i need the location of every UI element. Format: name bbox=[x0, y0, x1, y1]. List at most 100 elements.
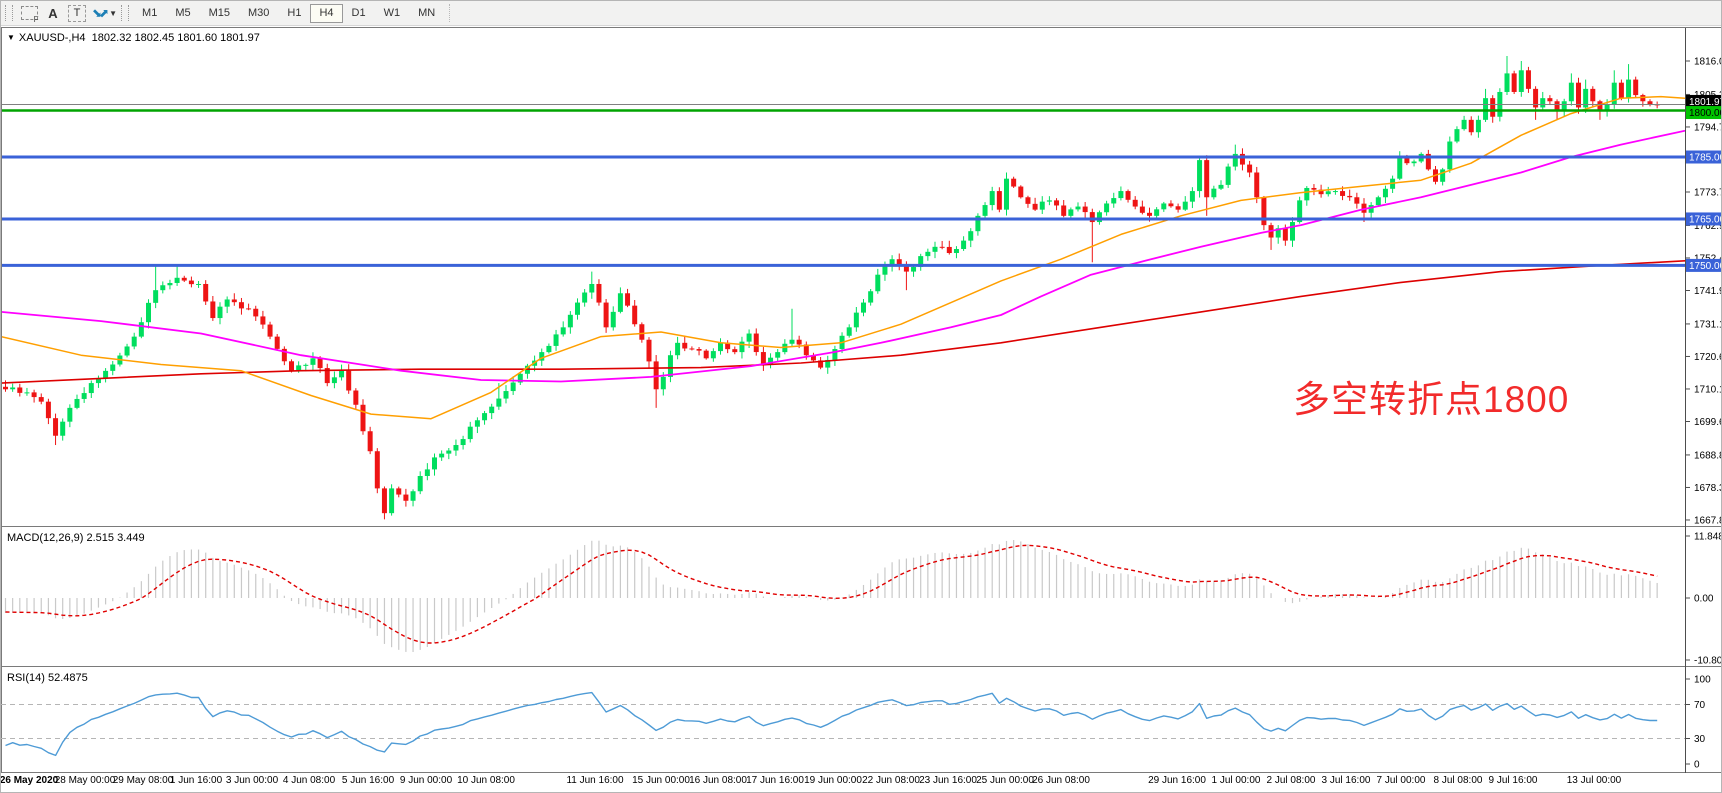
svg-text:1785.00: 1785.00 bbox=[1689, 153, 1722, 164]
svg-text:13 Jul 00:00: 13 Jul 00:00 bbox=[1567, 775, 1622, 786]
rsi-value: 52.4875 bbox=[47, 672, 88, 684]
level-badge-1750.00: 1750.00 bbox=[1686, 258, 1722, 272]
svg-text:25 Jun 00:00: 25 Jun 00:00 bbox=[976, 775, 1034, 786]
macd-indicator-label: MACD(12,26,9) 2.515 3.449 bbox=[7, 532, 145, 544]
svg-text:0: 0 bbox=[1694, 760, 1700, 771]
diagonal-arrows-icon: ⬊⬈ bbox=[92, 6, 109, 20]
svg-text:1741.90: 1741.90 bbox=[1694, 286, 1722, 297]
svg-text:1678.30: 1678.30 bbox=[1694, 483, 1722, 494]
svg-text:11 Jun 16:00: 11 Jun 16:00 bbox=[566, 775, 624, 786]
ma-fast-orange bbox=[1, 95, 1685, 420]
svg-text:0.00: 0.00 bbox=[1694, 594, 1714, 605]
svg-text:1762.90: 1762.90 bbox=[1694, 221, 1722, 232]
chart-symbol-period: XAUUSD-,H4 bbox=[18, 32, 86, 44]
dashed-frame-icon: F bbox=[20, 6, 39, 24]
svg-text:1731.10: 1731.10 bbox=[1694, 319, 1722, 330]
svg-text:3 Jul 16:00: 3 Jul 16:00 bbox=[1322, 775, 1371, 786]
timeframe-h1-button[interactable]: H1 bbox=[287, 6, 302, 19]
svg-text:1773.70: 1773.70 bbox=[1694, 188, 1722, 199]
cursor-mode-button[interactable]: ⬊⬈ ▼ bbox=[92, 4, 117, 22]
ma-slow-red bbox=[1, 260, 1685, 384]
svg-text:15 Jun 00:00: 15 Jun 00:00 bbox=[632, 775, 690, 786]
rsi-indicator-label: RSI(14) 52.4875 bbox=[7, 672, 88, 684]
svg-text:-10.808: -10.808 bbox=[1694, 656, 1722, 667]
svg-text:1699.60: 1699.60 bbox=[1694, 417, 1722, 428]
svg-text:2 Jul 08:00: 2 Jul 08:00 bbox=[1267, 775, 1316, 786]
svg-text:19 Jun 00:00: 19 Jun 00:00 bbox=[804, 775, 862, 786]
svg-text:29 May 08:00: 29 May 08:00 bbox=[113, 775, 174, 786]
svg-text:29 Jun 16:00: 29 Jun 16:00 bbox=[1148, 775, 1206, 786]
svg-text:17 Jun 16:00: 17 Jun 16:00 bbox=[746, 775, 804, 786]
dropdown-caret-icon: ▼ bbox=[109, 8, 118, 18]
svg-text:4 Jun 08:00: 4 Jun 08:00 bbox=[283, 775, 336, 786]
svg-text:1816.00: 1816.00 bbox=[1694, 57, 1722, 68]
level-badge-1785.00: 1785.00 bbox=[1686, 150, 1722, 164]
svg-text:1800.00: 1800.00 bbox=[1689, 108, 1722, 119]
svg-text:8 Jul 08:00: 8 Jul 08:00 bbox=[1434, 775, 1483, 786]
svg-text:3 Jun 00:00: 3 Jun 00:00 bbox=[226, 775, 279, 786]
text-label-button[interactable]: T bbox=[68, 4, 86, 22]
svg-text:9 Jul 16:00: 9 Jul 16:00 bbox=[1489, 775, 1538, 786]
toolbar-separator bbox=[449, 4, 451, 22]
macd-values: 2.515 3.449 bbox=[86, 532, 145, 544]
font-a-button[interactable]: A bbox=[44, 4, 62, 22]
rsi-line bbox=[5, 691, 1658, 757]
timeframe-d1-button[interactable]: D1 bbox=[351, 6, 366, 19]
toolbar: F A T ⬊⬈ ▼ M1 M5 M15 M30 H1 H4 D1 W1 MN bbox=[1, 1, 1721, 26]
svg-text:5 Jun 16:00: 5 Jun 16:00 bbox=[342, 775, 395, 786]
timeframe-mn-button[interactable]: MN bbox=[418, 6, 436, 19]
timeframe-m5-button[interactable]: M5 bbox=[175, 6, 191, 19]
svg-text:1 Jul 00:00: 1 Jul 00:00 bbox=[1212, 775, 1261, 786]
ma-mid-magenta bbox=[1, 129, 1685, 383]
level-badge-1800.00: 1800.00 bbox=[1686, 106, 1722, 120]
chart-text-annotation: 多空转折点1800 bbox=[1293, 379, 1570, 420]
candles bbox=[3, 56, 1660, 520]
svg-text:1688.80: 1688.80 bbox=[1694, 450, 1722, 461]
timeframe-w1-button[interactable]: W1 bbox=[383, 6, 401, 19]
svg-text:1765.00: 1765.00 bbox=[1689, 214, 1722, 225]
timeframe-m30-button[interactable]: M30 bbox=[248, 6, 270, 19]
svg-text:30: 30 bbox=[1694, 734, 1706, 745]
level-badge-1765.00: 1765.00 bbox=[1686, 212, 1722, 226]
svg-text:1750.00: 1750.00 bbox=[1689, 261, 1722, 272]
svg-text:1801.97: 1801.97 bbox=[1689, 97, 1722, 108]
f-frame-button[interactable]: F bbox=[20, 4, 39, 24]
letter-a-icon: A bbox=[48, 5, 58, 21]
timeframe-h4-button[interactable]: H4 bbox=[310, 3, 343, 23]
chart-ohlc-values: 1802.32 1802.45 1801.60 1801.97 bbox=[91, 32, 260, 44]
svg-text:9 Jun 00:00: 9 Jun 00:00 bbox=[400, 775, 453, 786]
svg-text:1794.70: 1794.70 bbox=[1694, 122, 1722, 133]
svg-text:10 Jun 08:00: 10 Jun 08:00 bbox=[457, 775, 515, 786]
macd-signal-line bbox=[5, 544, 1658, 644]
symbol-dropdown-triangle-icon: ▼ bbox=[7, 33, 15, 42]
toolbar-grip-2[interactable] bbox=[121, 5, 130, 21]
current-price-badge: 1801.97 bbox=[1686, 94, 1722, 108]
timeframe-m1-button[interactable]: M1 bbox=[142, 6, 158, 19]
svg-text:22 Jun 08:00: 22 Jun 08:00 bbox=[862, 775, 920, 786]
svg-text:26 Jun 08:00: 26 Jun 08:00 bbox=[1032, 775, 1090, 786]
timeframe-buttons: M1 M5 M15 M30 H1 H4 D1 W1 MN bbox=[133, 3, 444, 23]
svg-text:1 Jun 16:00: 1 Jun 16:00 bbox=[170, 775, 223, 786]
svg-text:7 Jul 00:00: 7 Jul 00:00 bbox=[1377, 775, 1426, 786]
timeframe-m15-button[interactable]: M15 bbox=[208, 6, 230, 19]
chart-title: ▼ XAUUSD-,H4 1802.32 1802.45 1801.60 1801… bbox=[7, 32, 260, 44]
svg-text:1667.80: 1667.80 bbox=[1694, 515, 1722, 526]
svg-text:100: 100 bbox=[1694, 675, 1711, 686]
svg-text:28 May 00:00: 28 May 00:00 bbox=[55, 775, 116, 786]
svg-text:1720.60: 1720.60 bbox=[1694, 352, 1722, 363]
svg-text:23 Jun 16:00: 23 Jun 16:00 bbox=[919, 775, 977, 786]
macd-axis: 11.848 0.00 -10.808 bbox=[1685, 532, 1722, 667]
price-axis: 1816.001805.201794.701784.201773.701762.… bbox=[1685, 57, 1722, 526]
rsi-axis: 100 70 30 0 bbox=[1685, 675, 1711, 771]
svg-text:1710.10: 1710.10 bbox=[1694, 384, 1722, 395]
svg-text:16 Jun 08:00: 16 Jun 08:00 bbox=[689, 775, 747, 786]
svg-text:70: 70 bbox=[1694, 700, 1706, 711]
letter-t-icon: T bbox=[68, 4, 86, 22]
macd-histogram bbox=[4, 540, 1658, 652]
svg-text:11.848: 11.848 bbox=[1694, 532, 1722, 543]
svg-text:26 May 2020: 26 May 2020 bbox=[1, 775, 59, 786]
toolbar-grip[interactable] bbox=[5, 5, 13, 21]
